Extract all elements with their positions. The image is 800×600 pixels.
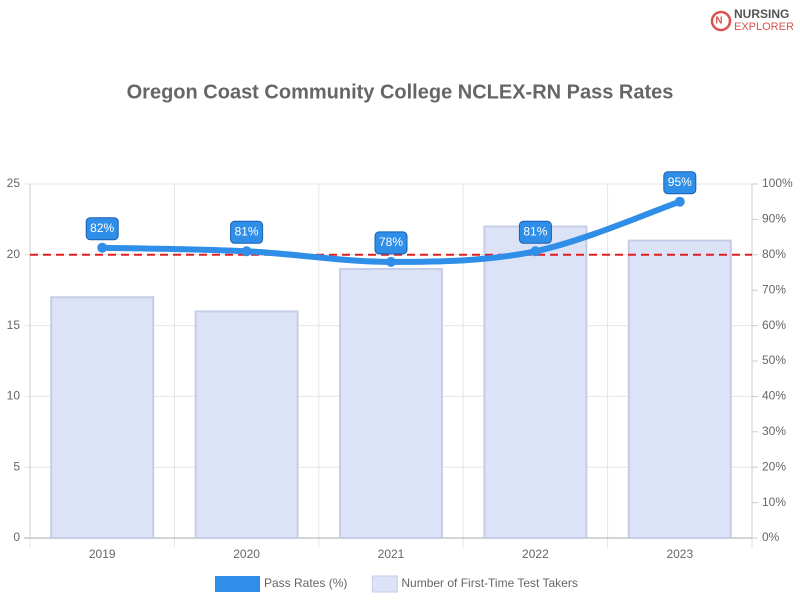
line-point <box>530 246 541 257</box>
x-tick-label: 2023 <box>666 547 693 561</box>
bar <box>627 239 732 539</box>
logo: N NURSING EXPLORER <box>710 7 794 33</box>
value-label: 95% <box>668 175 692 189</box>
line-point <box>241 246 252 257</box>
legend-swatch <box>215 576 260 592</box>
y2-tick-label: 90% <box>762 212 786 226</box>
y2-tick-label: 50% <box>762 353 786 367</box>
value-label: 78% <box>379 235 403 249</box>
y-tick-label: 15 <box>7 318 21 332</box>
logo-icon-letters: N <box>715 16 722 27</box>
value-label-box <box>85 217 119 241</box>
x-tick-label: 2021 <box>378 547 405 561</box>
legend-label: Pass Rates (%) <box>264 576 347 590</box>
line-point <box>386 256 396 267</box>
x-tick-label: 2022 <box>522 547 549 561</box>
y-tick-label: 25 <box>7 176 21 190</box>
value-label-box <box>374 231 408 255</box>
y2-tick-label: 30% <box>762 424 786 438</box>
y2-tick-label: 10% <box>762 495 786 509</box>
logo-icon <box>710 10 732 32</box>
value-label-box <box>518 220 552 244</box>
logo-text: EXPLORER <box>734 21 794 33</box>
value-label-box <box>230 220 264 244</box>
bar <box>50 296 155 539</box>
y2-tick-label: 60% <box>762 318 786 332</box>
value-label-box <box>663 171 697 195</box>
y2-tick-label: 70% <box>762 282 786 296</box>
y-tick-label: 10 <box>7 389 21 403</box>
bar <box>339 267 443 539</box>
y2-tick-label: 100% <box>762 176 793 190</box>
bar <box>483 225 588 539</box>
chart-title: Oregon Coast Community College NCLEX-RN … <box>127 81 674 103</box>
y-tick-label: 0 <box>13 530 20 544</box>
logo-text: NURSING <box>734 7 789 21</box>
y2-tick-label: 80% <box>762 247 786 261</box>
value-label: 81% <box>235 224 259 238</box>
y-tick-label: 20 <box>7 247 21 261</box>
value-label: 82% <box>90 221 114 235</box>
legend-swatch <box>371 575 398 593</box>
value-label: 81% <box>523 224 547 238</box>
y-tick-label: 5 <box>13 459 20 473</box>
x-tick-label: 2019 <box>89 547 116 561</box>
legend-label: Number of First-Time Test Takers <box>401 576 577 590</box>
line-point <box>674 196 685 207</box>
y2-tick-label: 40% <box>762 389 786 403</box>
y2-tick-label: 0% <box>762 530 780 544</box>
line-point <box>97 242 108 253</box>
bar <box>194 310 299 539</box>
x-tick-label: 2020 <box>233 547 260 561</box>
y2-tick-label: 20% <box>762 459 786 473</box>
